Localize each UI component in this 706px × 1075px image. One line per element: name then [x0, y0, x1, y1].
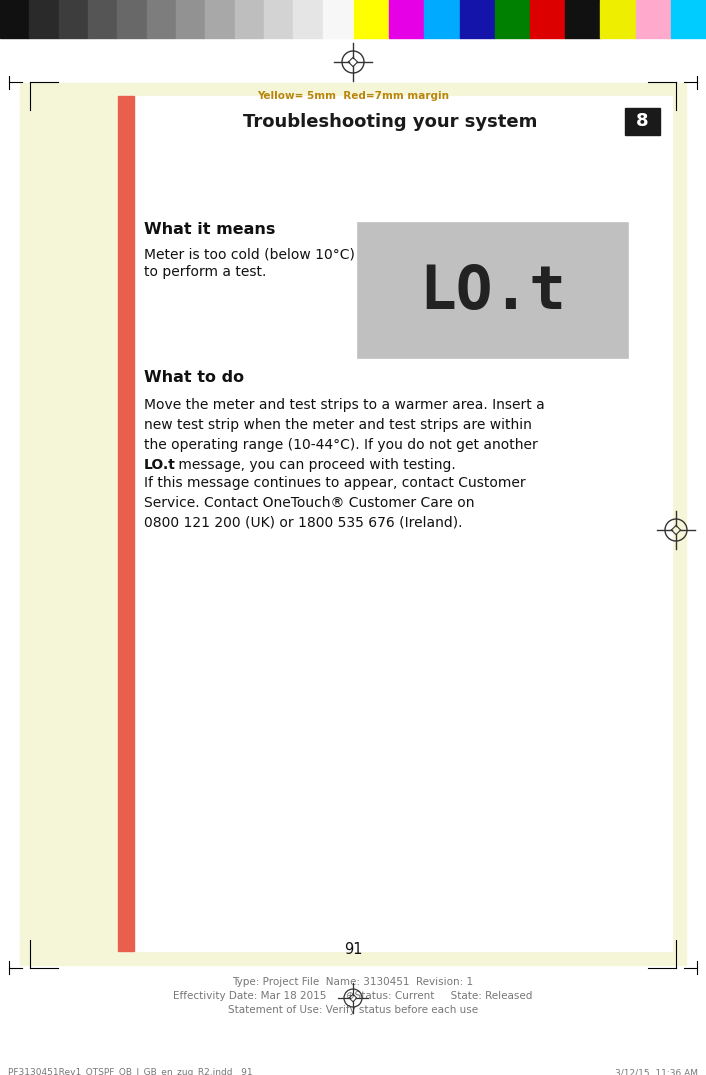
Bar [205, 0, 234, 38]
Bar [30, 0, 59, 38]
Bar [635, 0, 671, 38]
Bar [118, 96, 672, 951]
Bar [424, 0, 460, 38]
Text: Effectivity Date: Mar 18 2015      ⊕Status: Current     State: Released: Effectivity Date: Mar 18 2015 ⊕Status: C… [173, 991, 533, 1001]
Bar [495, 0, 530, 38]
Bar [20, 83, 686, 965]
Text: 91: 91 [344, 942, 362, 957]
Text: What to do: What to do [144, 370, 244, 385]
Bar [460, 0, 495, 38]
Bar [88, 0, 117, 38]
Bar [625, 108, 660, 135]
Bar [147, 0, 176, 38]
Text: LO.t: LO.t [419, 263, 566, 322]
Bar [293, 0, 323, 38]
Text: Troubleshooting your system: Troubleshooting your system [243, 113, 537, 131]
Bar [117, 0, 147, 38]
Text: 0800 121 200 (UK) or 1800 535 676 (Ireland).: 0800 121 200 (UK) or 1800 535 676 (Irela… [144, 516, 462, 530]
Text: PF3130451Rev1_OTSPF_OB_I_GB_en_zug_R2.indd   91: PF3130451Rev1_OTSPF_OB_I_GB_en_zug_R2.in… [8, 1067, 253, 1075]
Bar [354, 0, 389, 38]
Bar [176, 0, 205, 38]
Bar [389, 0, 424, 38]
Bar [600, 0, 635, 38]
Bar [0, 0, 30, 38]
Bar [358, 223, 628, 358]
Text: LO.t: LO.t [144, 458, 176, 472]
Text: Move the meter and test strips to a warmer area. Insert a: Move the meter and test strips to a warm… [144, 398, 545, 412]
Bar [264, 0, 293, 38]
Text: 8: 8 [636, 113, 649, 130]
Text: Meter is too cold (below 10°C): Meter is too cold (below 10°C) [144, 247, 355, 261]
Bar [323, 0, 352, 38]
Text: What it means: What it means [144, 223, 275, 236]
Text: new test strip when the meter and test strips are within: new test strip when the meter and test s… [144, 418, 532, 432]
Text: 3/12/15  11:36 AM: 3/12/15 11:36 AM [615, 1067, 698, 1075]
Text: to perform a test.: to perform a test. [144, 266, 266, 280]
Text: If this message continues to appear, contact Customer: If this message continues to appear, con… [144, 476, 526, 490]
Bar [671, 0, 706, 38]
Bar [566, 0, 600, 38]
Bar [530, 0, 566, 38]
Text: Service. Contact OneTouch® Customer Care on: Service. Contact OneTouch® Customer Care… [144, 496, 474, 510]
Text: the operating range (10-44°C). If you do not get another: the operating range (10-44°C). If you do… [144, 438, 538, 452]
Bar [118, 96, 134, 951]
Bar [59, 0, 88, 38]
Text: Yellow= 5mm  Red=7mm margin: Yellow= 5mm Red=7mm margin [257, 91, 449, 101]
Bar [234, 0, 264, 38]
Text: Statement of Use: Verify status before each use: Statement of Use: Verify status before e… [228, 1005, 478, 1015]
Text: message, you can proceed with testing.: message, you can proceed with testing. [174, 458, 456, 472]
Text: Type: Project File  Name: 3130451  Revision: 1: Type: Project File Name: 3130451 Revisio… [232, 977, 474, 987]
